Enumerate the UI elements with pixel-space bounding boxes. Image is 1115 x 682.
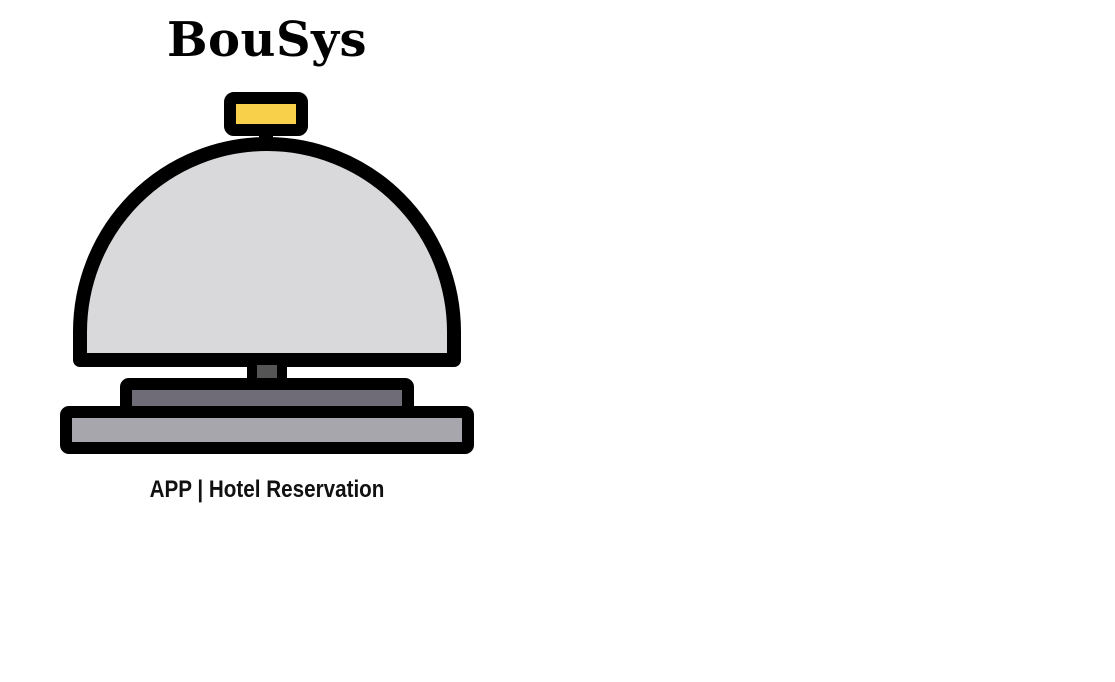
bell-dome — [73, 137, 461, 367]
splash-screen: BouSys APP | Hotel Reservation — [0, 0, 540, 540]
app-subtitle: APP | Hotel Reservation — [149, 476, 385, 503]
app-title: BouSys — [166, 12, 368, 68]
bell-base-lower — [60, 406, 474, 454]
service-bell-icon — [60, 92, 474, 454]
bell-button — [224, 92, 308, 136]
